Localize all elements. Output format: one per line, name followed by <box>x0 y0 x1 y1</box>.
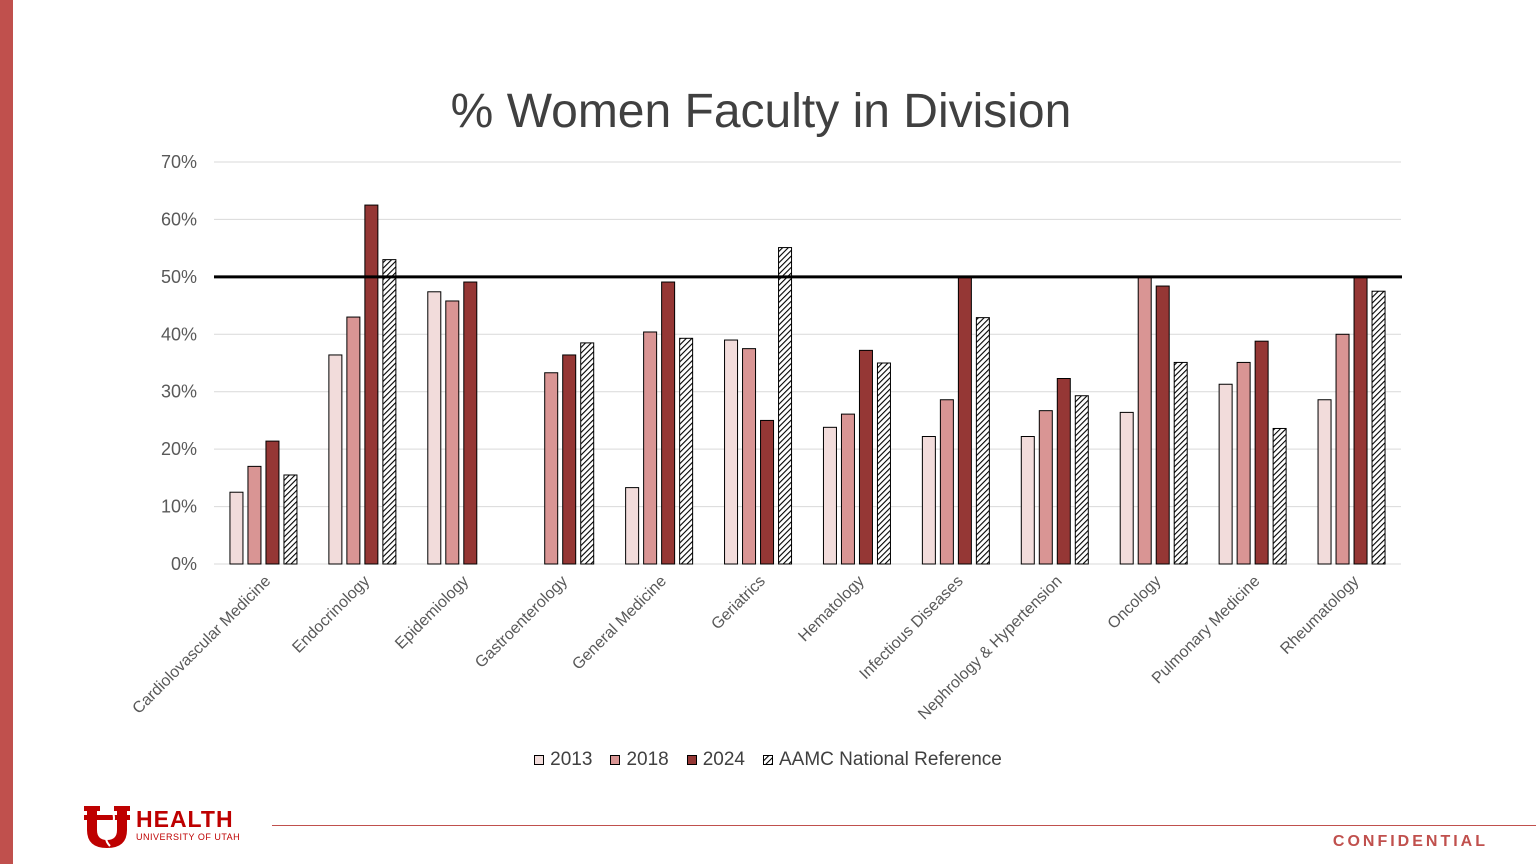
bar-aamc-national-reference-11 <box>1371 290 1386 565</box>
bar-2018-8 <box>1038 410 1053 565</box>
y-tick-label: 20% <box>161 439 197 459</box>
bar-2013-1 <box>328 354 343 565</box>
x-category-label: Endocrinology <box>289 573 373 657</box>
university-of-utah-health-logo: HEALTH UNIVERSITY OF UTAH <box>84 806 240 848</box>
confidential-label: CONFIDENTIAL <box>1332 833 1488 850</box>
bar-2013-7 <box>921 436 936 565</box>
bar-2013-5 <box>724 339 739 565</box>
legend-swatch-aamc <box>763 755 773 765</box>
chart-legend: 2013 2018 2024 AAMC National Reference <box>0 749 1536 771</box>
bar-2013-10 <box>1218 383 1233 565</box>
legend-swatch-2013 <box>534 755 545 765</box>
bar-2024-4 <box>661 281 676 565</box>
legend-swatch-2018 <box>610 755 621 765</box>
y-tick-label: 30% <box>161 382 197 402</box>
bar-2024-8 <box>1056 378 1071 565</box>
x-category-label: Oncology <box>1105 573 1165 633</box>
legend-item-2018: 2018 <box>610 749 669 771</box>
bar-2018-11 <box>1335 333 1350 565</box>
legend-item-2013: 2013 <box>534 749 592 771</box>
y-tick-label: 60% <box>161 209 197 229</box>
bar-aamc-national-reference-3 <box>580 342 595 565</box>
bar-2013-2 <box>427 291 442 565</box>
y-tick-label: 50% <box>161 267 197 287</box>
legend-swatch-2024 <box>686 755 697 765</box>
bar-aamc-national-reference-8 <box>1074 395 1089 565</box>
x-category-label: Pulmonary Medicine <box>1149 573 1264 688</box>
bar-2024-6 <box>858 349 873 565</box>
bar-2018-1 <box>346 316 361 565</box>
bar-2024-11 <box>1353 276 1368 565</box>
legend-label-2018: 2018 <box>626 749 669 770</box>
bar-chart: 0% 10% 20% 30% 40% 50% 60% 70% Cardiolovascular … <box>130 152 1402 723</box>
y-tick-label: 40% <box>161 324 197 344</box>
x-category-label: Cardiolovascular Medicine <box>130 573 275 718</box>
y-tick-label: 10% <box>161 497 197 517</box>
logo-health-text: HEALTH <box>136 806 234 832</box>
legend-label-2024: 2024 <box>702 749 745 770</box>
bar-2018-3 <box>544 372 559 565</box>
bar-aamc-national-reference-0 <box>283 474 298 565</box>
x-category-label: Rheumatology <box>1277 573 1362 658</box>
bar-2018-0 <box>247 465 262 565</box>
x-category-label: General Medicine <box>569 573 670 674</box>
bar-2024-3 <box>562 354 577 565</box>
left-accent-bar <box>0 0 13 864</box>
bar-2024-9 <box>1155 285 1170 565</box>
bar-2024-7 <box>957 276 972 565</box>
bar-2013-11 <box>1317 399 1332 565</box>
bar-2024-5 <box>760 419 775 565</box>
x-category-label: Infectious Diseases <box>857 573 967 683</box>
bar-2018-10 <box>1236 361 1251 565</box>
bar-2018-5 <box>742 348 757 565</box>
bar-aamc-national-reference-10 <box>1272 427 1287 565</box>
bar-2018-9 <box>1137 276 1152 565</box>
bar-aamc-national-reference-7 <box>975 317 990 565</box>
bar-aamc-national-reference-9 <box>1173 361 1188 565</box>
bar-2018-6 <box>840 413 855 565</box>
legend-label-2013: 2013 <box>550 749 593 770</box>
bar-2013-6 <box>822 426 837 565</box>
bar-2013-4 <box>625 487 640 565</box>
x-category-label: Epidemiology <box>392 573 472 653</box>
bar-2013-0 <box>229 491 244 565</box>
bar-2013-8 <box>1020 436 1035 565</box>
y-tick-label: 70% <box>161 152 197 172</box>
bar-2024-1 <box>364 204 379 565</box>
x-category-label: Hematology <box>795 573 867 645</box>
bar-2024-0 <box>265 440 280 565</box>
block-u-logo-icon <box>84 806 130 848</box>
logo-university-text: UNIVERSITY OF UTAH <box>136 832 241 842</box>
footer-divider <box>272 825 1536 826</box>
legend-item-aamc: AAMC National Reference <box>763 749 1002 771</box>
chart-title: % Women Faculty in Division <box>450 85 1072 138</box>
legend-label-aamc: AAMC National Reference <box>779 749 1002 770</box>
bar-2018-4 <box>643 331 658 565</box>
bar-2024-10 <box>1254 340 1269 565</box>
bar-2018-2 <box>445 300 460 565</box>
bar-aamc-national-reference-6 <box>876 362 891 565</box>
x-category-label: Gastroenterology <box>472 573 571 672</box>
bar-aamc-national-reference-4 <box>679 337 694 565</box>
bar-aamc-national-reference-1 <box>382 259 397 565</box>
y-tick-label: 0% <box>171 554 197 574</box>
x-category-label: Geriatrics <box>708 573 768 633</box>
legend-item-2024: 2024 <box>686 749 745 771</box>
bar-2013-9 <box>1119 411 1134 565</box>
bar-2018-7 <box>939 399 954 565</box>
bar-aamc-national-reference-5 <box>778 247 793 565</box>
bar-2024-2 <box>463 281 478 565</box>
